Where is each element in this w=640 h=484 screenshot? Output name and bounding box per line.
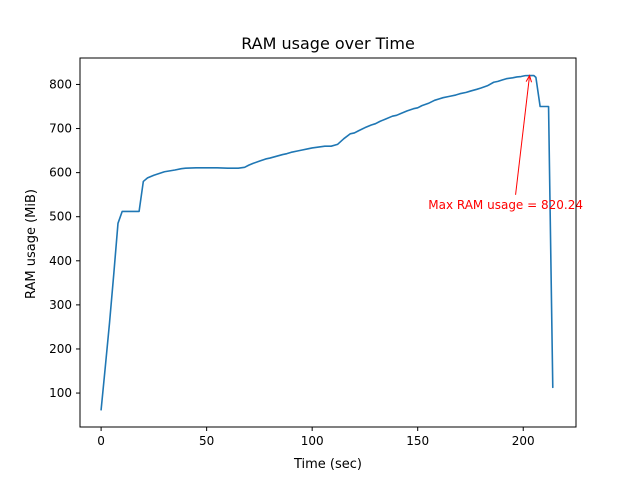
y-axis-label: RAM usage (MiB) [24, 189, 39, 299]
y-tick-label: 200 [49, 342, 72, 356]
chart-title: RAM usage over Time [241, 34, 415, 53]
y-tick-label: 600 [49, 166, 72, 180]
x-tick-label: 0 [97, 434, 105, 448]
ram-usage-line [100, 74, 554, 411]
x-tick-label: 100 [301, 434, 324, 448]
plot-frame [79, 57, 577, 428]
x-axis-label: Time (sec) [293, 457, 362, 472]
annotations: Max RAM usage = 820.24 [428, 74, 583, 212]
x-tick-label: 200 [512, 434, 535, 448]
y-tick-label: 100 [49, 386, 72, 400]
max-ram-annotation-arrow [515, 75, 531, 195]
data-series [100, 74, 554, 411]
max-ram-annotation-label: Max RAM usage = 820.24 [428, 198, 583, 212]
y-tick-label: 400 [49, 254, 72, 268]
y-tick-label: 700 [49, 122, 72, 136]
x-tick-label: 150 [406, 434, 429, 448]
x-tick-label: 50 [199, 434, 214, 448]
y-tick-label: 300 [49, 298, 72, 312]
axis-ticks: 0 50 100 150 200 100 200 300 400 500 600 700 800 [49, 77, 535, 448]
max-ram-annotation-arrowhead [525, 74, 533, 83]
y-tick-label: 500 [49, 210, 72, 224]
y-tick-label: 800 [49, 77, 72, 91]
